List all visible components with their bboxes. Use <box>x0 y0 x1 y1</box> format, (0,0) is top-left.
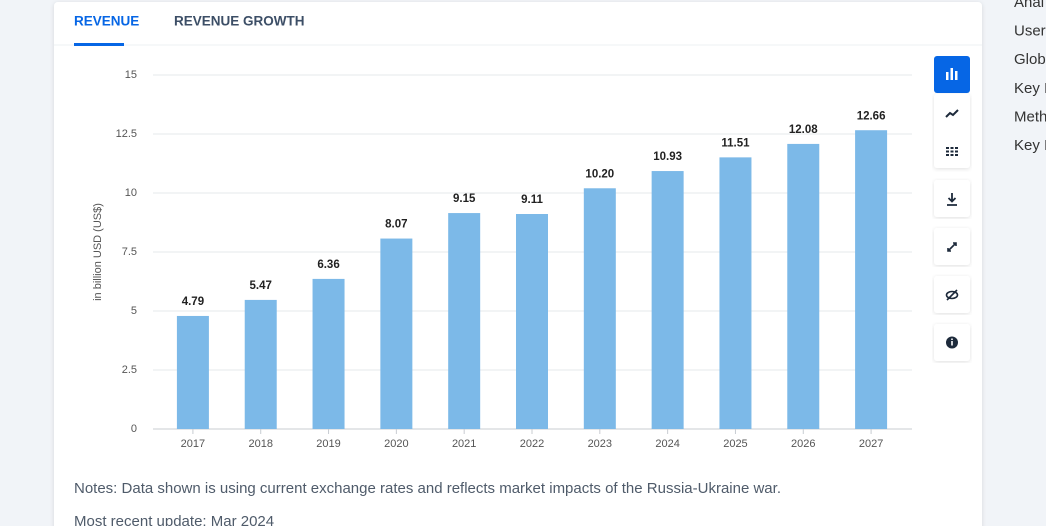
x-tick-label: 2027 <box>859 438 883 450</box>
view-button-group[interactable] <box>934 94 970 168</box>
bar <box>651 171 684 429</box>
y-tick-label: 5 <box>131 305 137 317</box>
value-label: 6.36 <box>317 259 339 271</box>
notes: Notes: Data shown is using current excha… <box>74 480 781 497</box>
x-tick-label: 2022 <box>520 438 544 450</box>
y-axis-label: in billion USD (US$) <box>92 203 104 301</box>
x-tick-label: 2024 <box>655 438 679 450</box>
update: Most recent update: Mar 2024 <box>74 513 274 526</box>
bar <box>516 214 548 429</box>
y-tick-label: 0 <box>131 423 137 435</box>
y-tick-label: 12.5 <box>116 128 137 140</box>
value-label: 9.11 <box>521 194 543 206</box>
y-tick-label: 10 <box>125 187 137 199</box>
x-tick-label: 2026 <box>791 438 815 450</box>
x-tick-label: 2017 <box>181 438 205 450</box>
bar <box>719 157 752 429</box>
x-tick-label: 2021 <box>452 438 476 450</box>
value-label: 10.93 <box>653 151 682 163</box>
toolbar <box>934 56 970 361</box>
bar <box>787 143 820 430</box>
table-icon <box>946 147 958 156</box>
value-label: 8.07 <box>385 219 407 231</box>
x-tick-label: 2018 <box>248 438 272 450</box>
value-label: 11.51 <box>721 137 750 149</box>
y-tick-label: 15 <box>125 69 137 81</box>
value-label: 10.20 <box>585 168 614 180</box>
value-label: 4.79 <box>182 296 204 308</box>
value-label: 9.15 <box>453 193 476 205</box>
tab[interactable]: REVENUE GROWTH <box>174 14 305 29</box>
x-tick-label: 2019 <box>316 438 340 450</box>
bar <box>312 278 345 429</box>
sidebar-link: Anal <box>1014 0 1044 11</box>
value-label: 12.66 <box>857 110 886 122</box>
bar <box>855 130 888 429</box>
sidebar-link: User <box>1014 23 1046 40</box>
bar <box>176 315 209 429</box>
tab-underline <box>74 43 124 46</box>
value-label: 12.08 <box>789 124 818 136</box>
x-tick-label: 2025 <box>723 438 747 450</box>
bar <box>583 188 616 429</box>
value-label: 5.47 <box>250 280 272 292</box>
y-tick-label: 7.5 <box>122 246 137 258</box>
tab-active[interactable]: REVENUE <box>74 14 139 29</box>
y-tick-label: 2.5 <box>122 364 137 376</box>
sidebar-link: Meth <box>1014 108 1046 125</box>
sidebar-link: Key I <box>1014 80 1046 97</box>
x-tick-label: 2020 <box>384 438 408 450</box>
sidebar-link: Key I <box>1014 137 1046 154</box>
bar <box>244 299 277 429</box>
bar <box>380 238 413 429</box>
x-tick-label: 2023 <box>588 438 612 450</box>
line-icon <box>945 109 959 118</box>
sidebar-link: Glob <box>1014 51 1046 68</box>
bar <box>448 213 481 429</box>
